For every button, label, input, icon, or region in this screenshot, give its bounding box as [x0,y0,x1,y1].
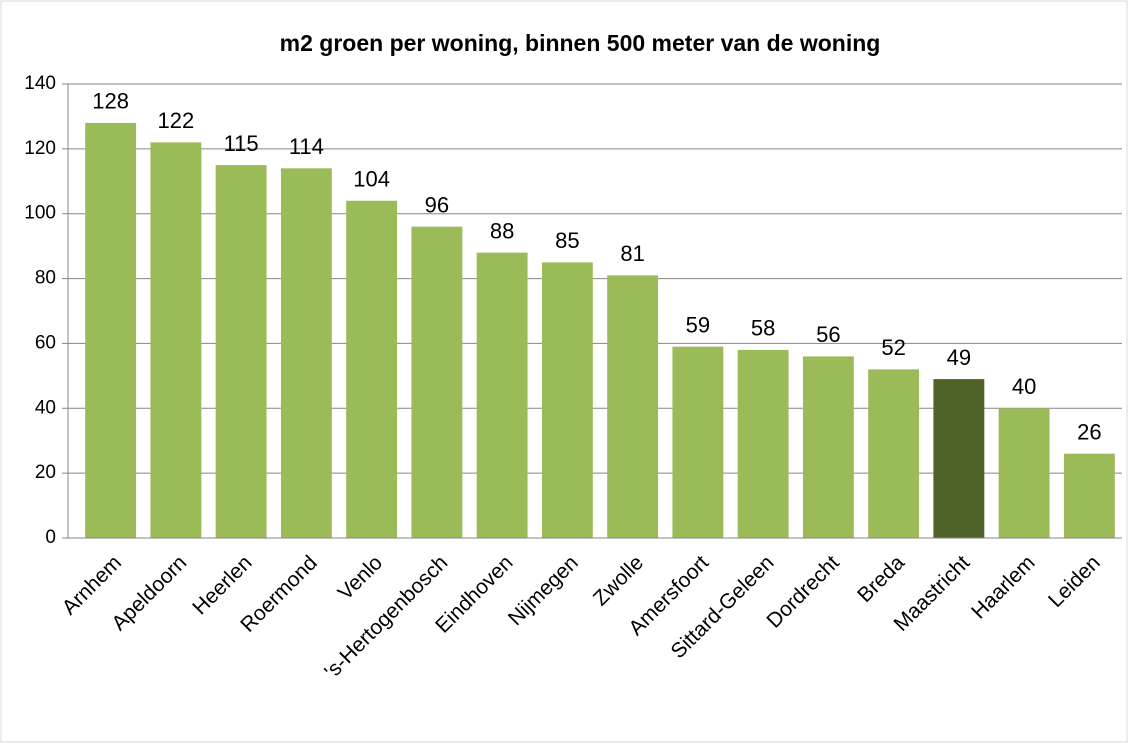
data-label: 88 [490,218,514,243]
bar [150,142,202,538]
y-tick-label: 120 [24,138,56,159]
chart-title: m2 groen per woning, binnen 500 meter va… [280,30,881,56]
bar [868,369,920,538]
bar [541,262,593,538]
data-label: 40 [1012,374,1036,399]
data-label: 81 [620,241,644,266]
data-label: 114 [289,134,324,159]
data-label: 128 [92,89,129,114]
data-label: 115 [224,131,259,156]
bar [933,379,985,538]
bar [215,165,267,539]
y-tick-label: 0 [45,527,56,548]
data-label: 52 [881,335,905,360]
y-tick-label: 100 [24,203,56,224]
bar [346,200,398,538]
data-label: 85 [555,228,579,253]
bar [280,168,332,539]
y-tick-label: 20 [35,462,56,483]
y-tick-label: 60 [35,332,56,353]
bar [737,349,789,538]
data-label: 49 [947,345,971,370]
bar [1063,453,1115,538]
bar [476,252,528,538]
bar [607,275,659,538]
y-tick-label: 80 [35,268,56,289]
data-label: 26 [1077,419,1101,444]
bar [998,408,1050,538]
bar [411,226,463,538]
data-label: 96 [425,192,449,217]
bar [802,356,854,538]
y-tick-label: 40 [35,397,56,418]
data-label: 122 [158,108,195,133]
data-label: 104 [353,167,390,192]
data-label: 56 [816,322,840,347]
data-label: 58 [751,316,775,341]
bar [672,346,724,538]
data-label: 59 [686,312,710,337]
bar [85,122,137,539]
y-tick-label: 140 [24,73,56,94]
